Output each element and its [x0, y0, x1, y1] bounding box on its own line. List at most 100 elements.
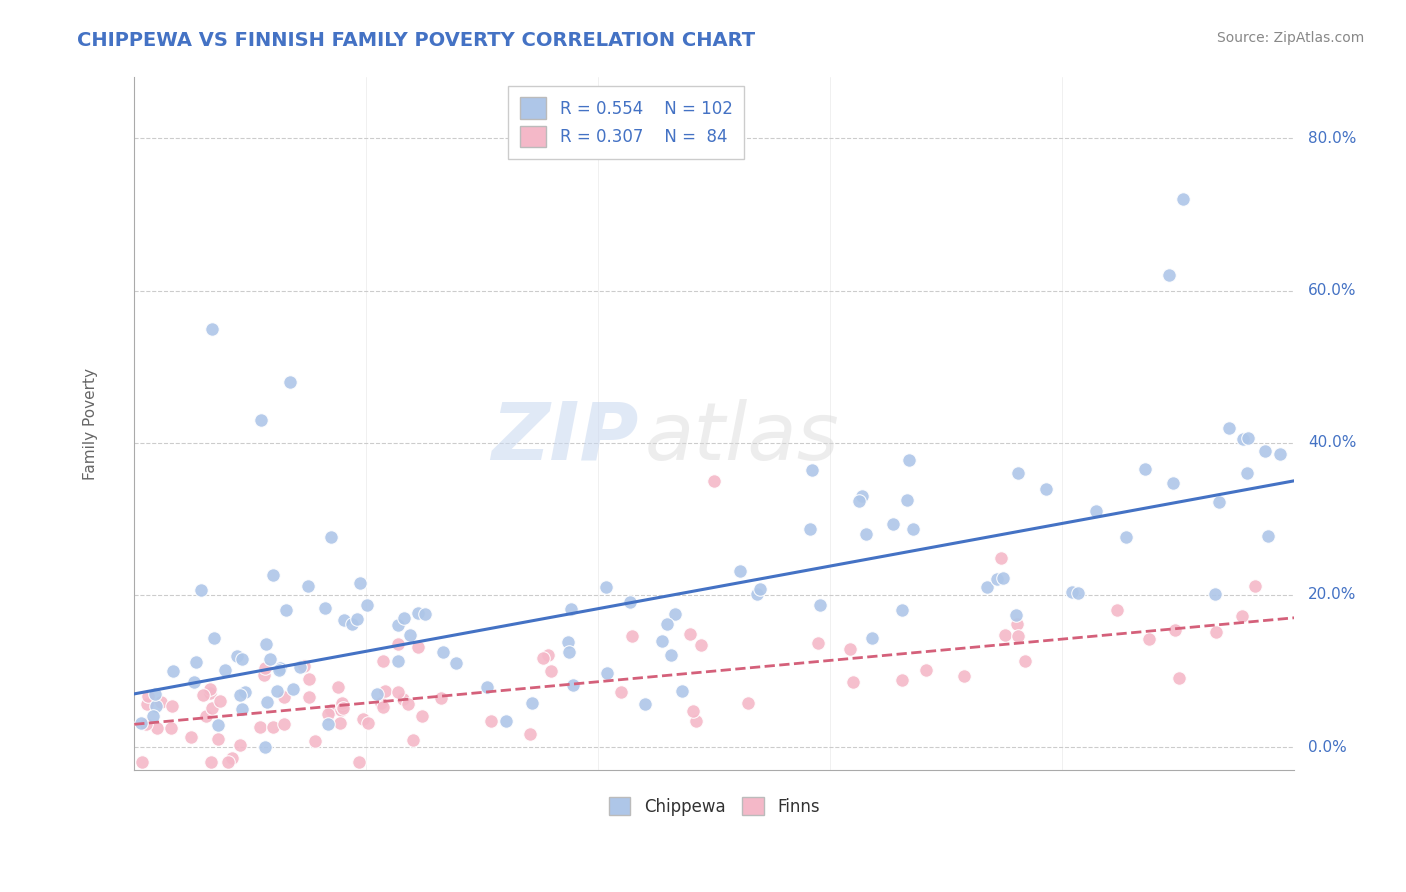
Point: [330, 703, 353, 717]
Point: [1007, 630, 1029, 644]
Point: [1161, 475, 1184, 490]
Point: [387, 685, 409, 699]
Point: [256, 695, 278, 709]
Point: [321, 530, 343, 544]
Point: [671, 684, 693, 698]
Point: [537, 648, 560, 662]
Point: [413, 607, 436, 621]
Point: [1067, 586, 1090, 600]
Point: [860, 631, 883, 645]
Point: [329, 715, 352, 730]
Point: [596, 666, 619, 681]
Point: [619, 595, 641, 609]
Text: 20.0%: 20.0%: [1308, 588, 1357, 602]
Point: [737, 696, 759, 710]
Text: atlas: atlas: [644, 399, 839, 476]
Point: [357, 715, 380, 730]
Point: [519, 726, 541, 740]
Point: [274, 603, 297, 617]
Text: 80.0%: 80.0%: [1308, 131, 1357, 145]
Point: [190, 583, 212, 598]
Point: [495, 714, 517, 728]
Point: [475, 680, 498, 694]
Point: [1085, 504, 1108, 518]
Point: [1159, 268, 1181, 283]
Point: [184, 655, 207, 669]
Point: [143, 687, 166, 701]
Point: [1232, 433, 1254, 447]
Point: [162, 664, 184, 678]
Point: [679, 627, 702, 641]
Point: [402, 732, 425, 747]
Point: [356, 598, 378, 612]
Point: [842, 674, 865, 689]
Point: [953, 669, 976, 683]
Point: [195, 709, 218, 723]
Point: [366, 687, 388, 701]
Point: [198, 681, 221, 696]
Point: [406, 640, 429, 654]
Point: [231, 652, 253, 666]
Point: [145, 698, 167, 713]
Point: [269, 661, 291, 675]
Point: [207, 731, 229, 746]
Point: [142, 708, 165, 723]
Point: [1257, 529, 1279, 543]
Point: [993, 571, 1015, 585]
Point: [217, 756, 239, 770]
Point: [201, 321, 224, 335]
Point: [330, 697, 353, 711]
Point: [1164, 624, 1187, 638]
Point: [994, 628, 1017, 642]
Point: [808, 598, 831, 612]
Text: Family Poverty: Family Poverty: [83, 368, 97, 480]
Point: [233, 685, 256, 699]
Point: [411, 709, 433, 723]
Point: [1230, 608, 1253, 623]
Point: [664, 607, 686, 621]
Point: [1218, 421, 1240, 435]
Point: [1268, 446, 1291, 460]
Point: [269, 663, 291, 677]
Point: [202, 631, 225, 645]
Point: [1137, 632, 1160, 646]
Point: [915, 663, 938, 677]
Point: [430, 691, 453, 706]
Point: [561, 677, 583, 691]
Point: [214, 663, 236, 677]
Point: [150, 695, 173, 709]
Point: [1173, 192, 1195, 206]
Point: [326, 680, 349, 694]
Point: [314, 600, 336, 615]
Point: [207, 717, 229, 731]
Point: [225, 648, 247, 663]
Point: [298, 672, 321, 686]
Point: [749, 582, 772, 597]
Point: [1005, 607, 1028, 622]
Point: [1254, 443, 1277, 458]
Point: [432, 645, 454, 659]
Point: [160, 721, 183, 735]
Point: [332, 701, 354, 715]
Point: [851, 489, 873, 503]
Point: [266, 683, 288, 698]
Point: [689, 638, 711, 652]
Point: [330, 698, 353, 713]
Point: [180, 730, 202, 744]
Point: [891, 603, 914, 617]
Point: [807, 636, 830, 650]
Point: [131, 715, 153, 730]
Point: [262, 568, 284, 582]
Point: [254, 739, 277, 754]
Point: [1244, 579, 1267, 593]
Point: [990, 550, 1012, 565]
Legend: Chippewa, Finns: Chippewa, Finns: [600, 789, 828, 824]
Point: [209, 694, 232, 708]
Point: [316, 706, 339, 721]
Point: [146, 721, 169, 735]
Point: [848, 494, 870, 508]
Point: [340, 616, 363, 631]
Point: [685, 714, 707, 728]
Point: [200, 685, 222, 699]
Point: [1014, 654, 1036, 668]
